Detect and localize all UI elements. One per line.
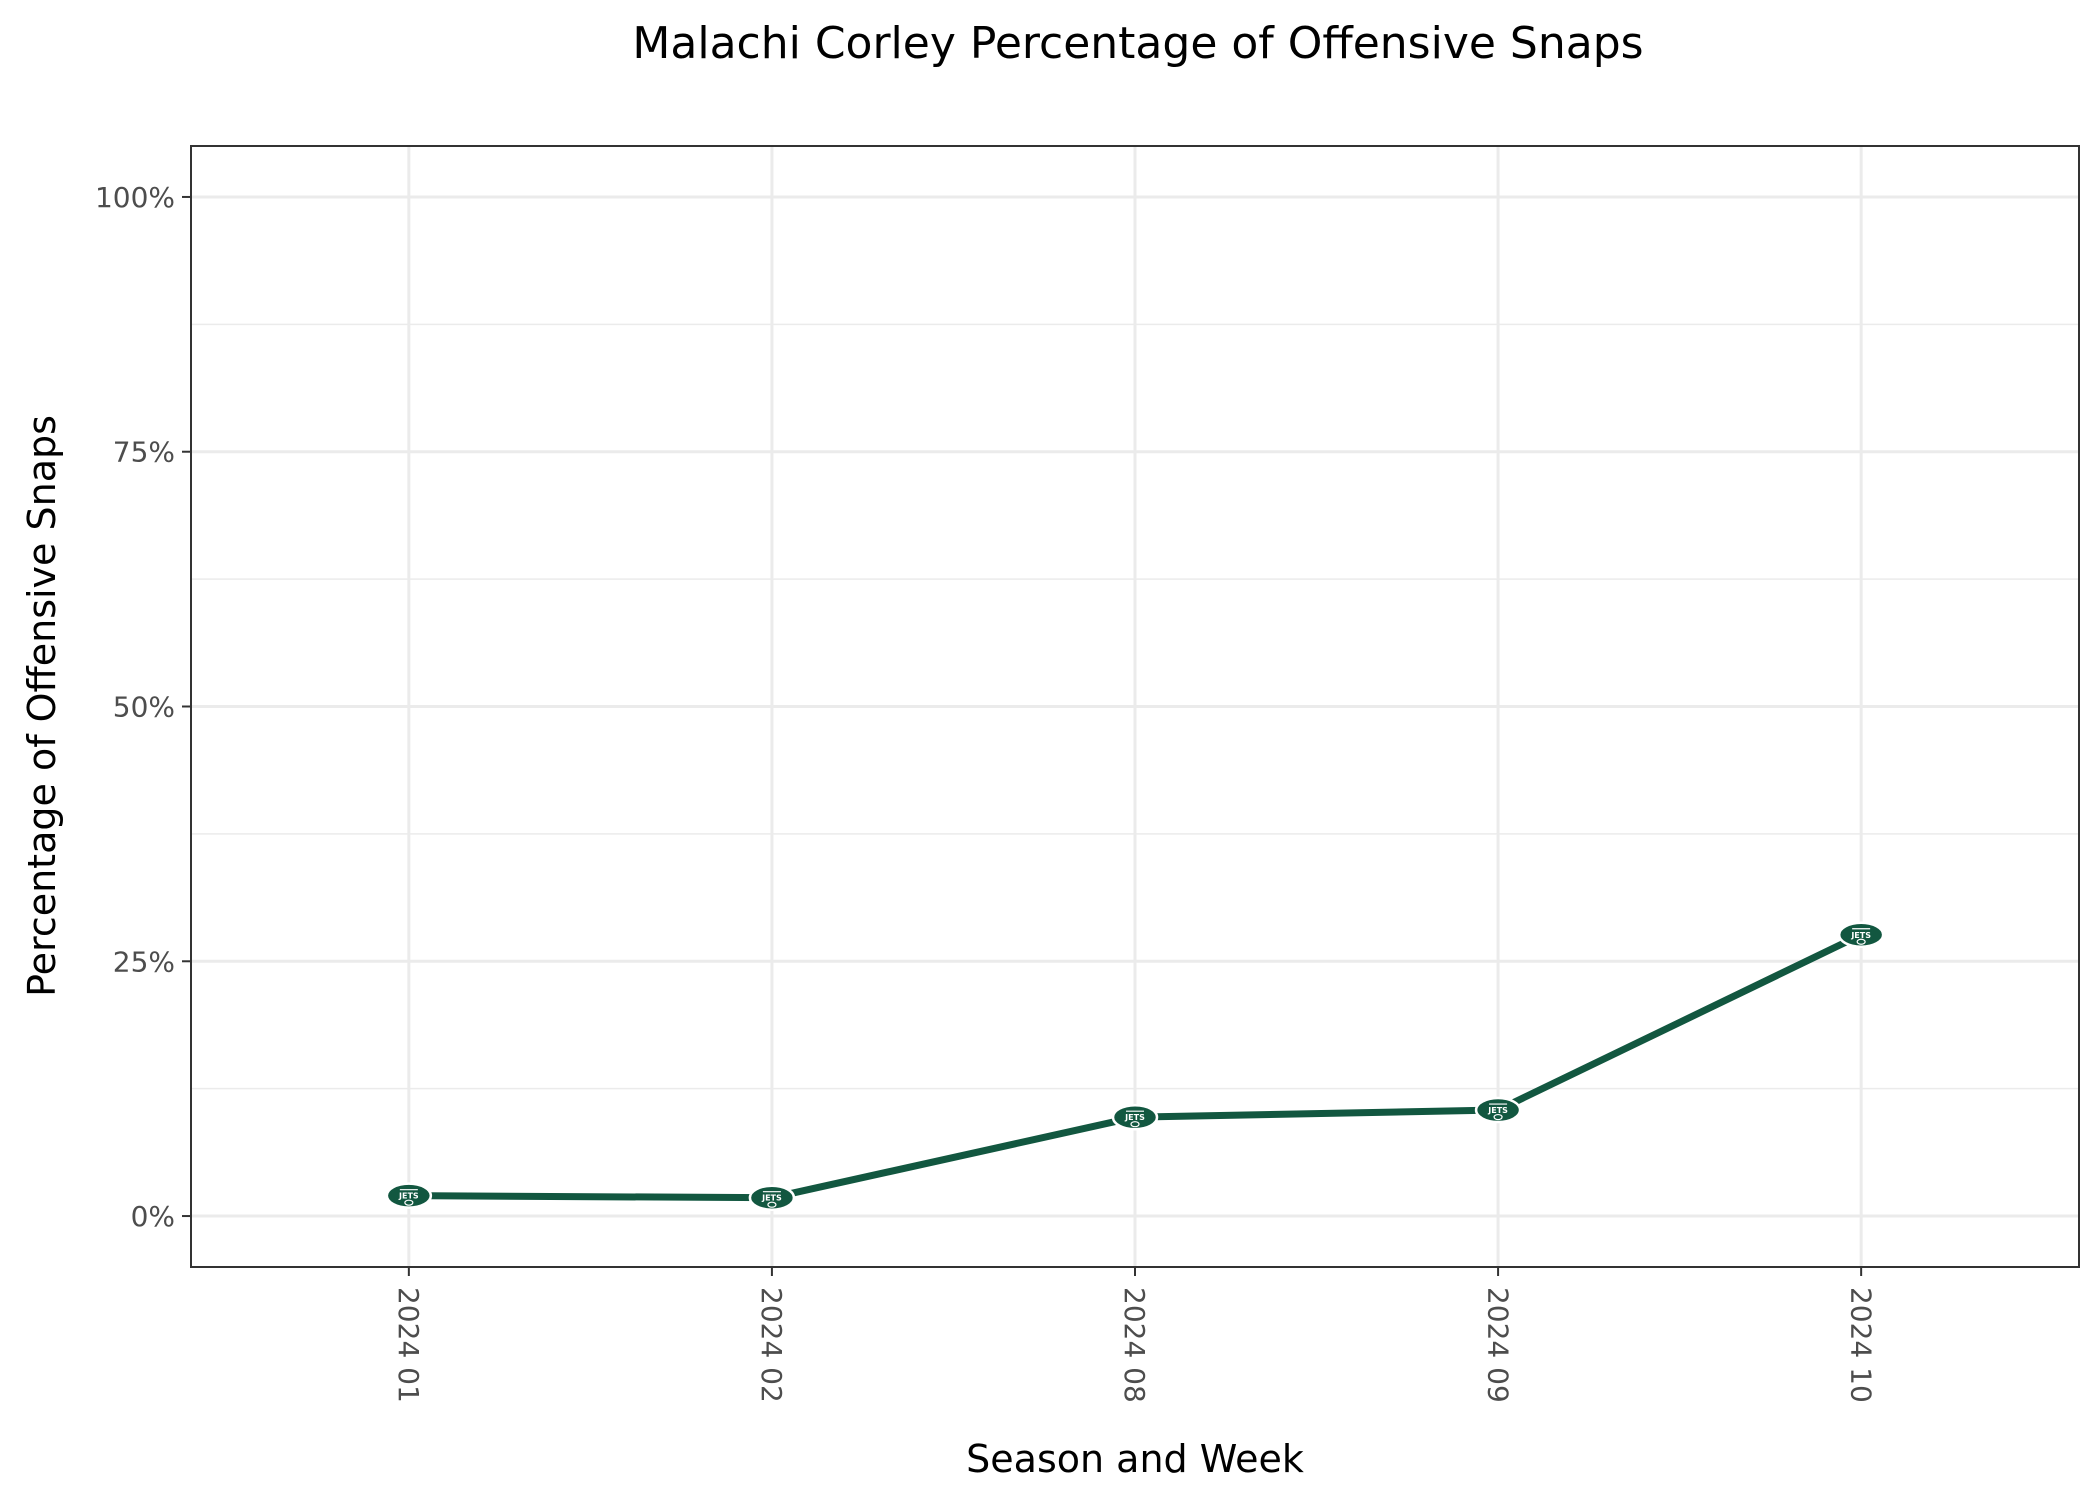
logo-football-mark [1856,938,1866,945]
y-axis: 0% 25% 50% 75% 100% [95,181,191,1233]
jets-team-logo-icon: JETS [385,1182,433,1209]
major-gridlines [191,146,2079,1267]
x-tick-label: 2024 10 [1844,1287,1877,1403]
y-tick-label: 0% [131,1200,175,1233]
jets-team-logo-icon: JETS [1474,1096,1522,1124]
jets-team-logo-icon: JETS [1111,1103,1159,1131]
jets-team-logo-icon: JETS [748,1184,796,1211]
x-axis-title: Season and Week [966,1437,1304,1481]
series-group: JETS JETS JETS JETS JETS [385,921,1885,1211]
jets-team-logo-icon: JETS [1837,921,1885,949]
y-tick-label: 50% [113,691,175,724]
chart-title: Malachi Corley Percentage of Offensive S… [632,18,1643,69]
x-tick-label: 2024 09 [1481,1287,1514,1403]
y-tick-label: 75% [113,436,175,469]
logo-football-mark [1493,1113,1503,1121]
x-tick-label: 2024 08 [1118,1287,1151,1403]
y-axis-title: Percentage of Offensive Snaps [20,415,64,997]
logo-lettering: JETS [398,1192,419,1201]
x-axis: 2024 01 2024 02 2024 08 2024 09 2024 10 [392,1267,1877,1403]
logo-football-mark [404,1199,414,1206]
data-point [1837,921,1885,949]
logo-football-mark [767,1201,777,1208]
data-point [1111,1103,1159,1131]
logo-lettering: JETS [761,1194,782,1203]
logo-football-mark [1130,1121,1140,1128]
logo-lettering: JETS [1487,1106,1508,1115]
logo-lettering: JETS [1124,1113,1145,1122]
x-tick-label: 2024 02 [755,1287,788,1403]
data-point [385,1182,433,1209]
logo-lettering: JETS [1850,931,1871,940]
x-tick-label: 2024 01 [392,1287,425,1403]
data-point [1474,1096,1522,1124]
y-tick-label: 100% [95,181,175,214]
y-tick-label: 25% [113,945,175,978]
data-point [748,1184,796,1211]
